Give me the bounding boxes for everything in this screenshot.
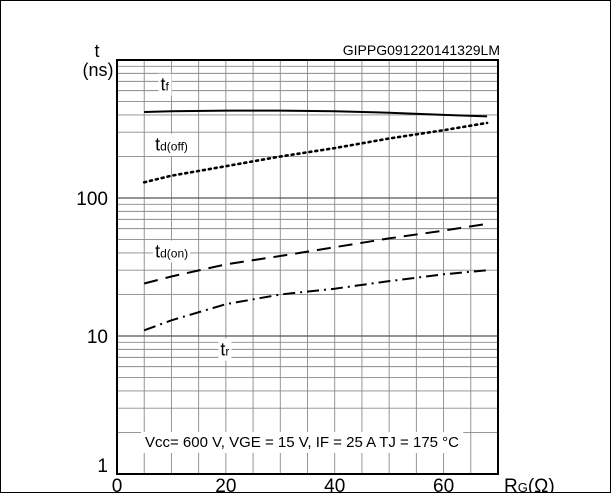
condition-vge: VGE = 15 V, — [229, 434, 316, 451]
y-tick-label: 1 — [97, 456, 108, 477]
series-line-2 — [143, 222, 488, 285]
x-tick-labels: 0 20 40 60 — [112, 476, 454, 493]
series-group — [142, 109, 489, 332]
y-axis-unit: (ns) — [83, 60, 114, 80]
series-label: td(on) — [155, 242, 188, 262]
series-label-background — [218, 338, 232, 361]
condition-tj: TJ = 175 °C — [379, 434, 459, 451]
condition-vcc: Vcc= 600 V, — [145, 434, 229, 451]
x-axis-label-sub: G — [518, 480, 528, 493]
series-label-sub: d(off) — [160, 140, 188, 154]
series-label-main: t — [155, 242, 160, 262]
series-label-sub: f — [166, 80, 170, 94]
x-tick-label: 40 — [324, 476, 345, 493]
y-tick-label: 10 — [87, 327, 108, 348]
x-axis-label-main: R — [504, 476, 518, 493]
grid — [117, 60, 498, 474]
series-label-sub: r — [225, 345, 229, 359]
series-line-0 — [144, 109, 488, 118]
series-line-1 — [142, 121, 489, 184]
series-line-3 — [143, 269, 488, 332]
series-label-background — [158, 73, 172, 96]
x-tick-label: 0 — [112, 476, 123, 493]
series-label-main: t — [161, 75, 166, 95]
x-axis-label: RG(Ω) — [504, 476, 555, 493]
series-label-main: t — [220, 340, 225, 360]
y-tick-label: 100 — [76, 189, 108, 210]
x-tick-label: 20 — [215, 476, 236, 493]
series-label: tf — [161, 75, 170, 95]
series-label: td(off) — [155, 135, 188, 155]
conditions-text: Vcc= 600 V, VGE = 15 V, IF = 25 A TJ = 1… — [145, 434, 459, 451]
y-axis-symbol: t — [94, 41, 99, 61]
figure-id: GIPPG091220141329LM — [343, 42, 500, 58]
plot-frame — [116, 59, 499, 475]
series-label-sub: d(on) — [160, 247, 188, 261]
y-tick-labels: 1 10 100 — [76, 189, 108, 477]
series-label-background — [153, 133, 190, 156]
conditions-background — [141, 432, 464, 453]
x-tick-label: 60 — [433, 476, 454, 493]
conditions-box: Vcc= 600 V, VGE = 15 V, IF = 25 A TJ = 1… — [141, 432, 464, 453]
condition-if: IF = 25 A — [316, 434, 380, 451]
series-label-main: t — [155, 135, 160, 155]
series-label-background — [153, 240, 191, 263]
x-axis-label-unit: (Ω) — [528, 476, 555, 493]
series-label: tr — [220, 340, 229, 360]
